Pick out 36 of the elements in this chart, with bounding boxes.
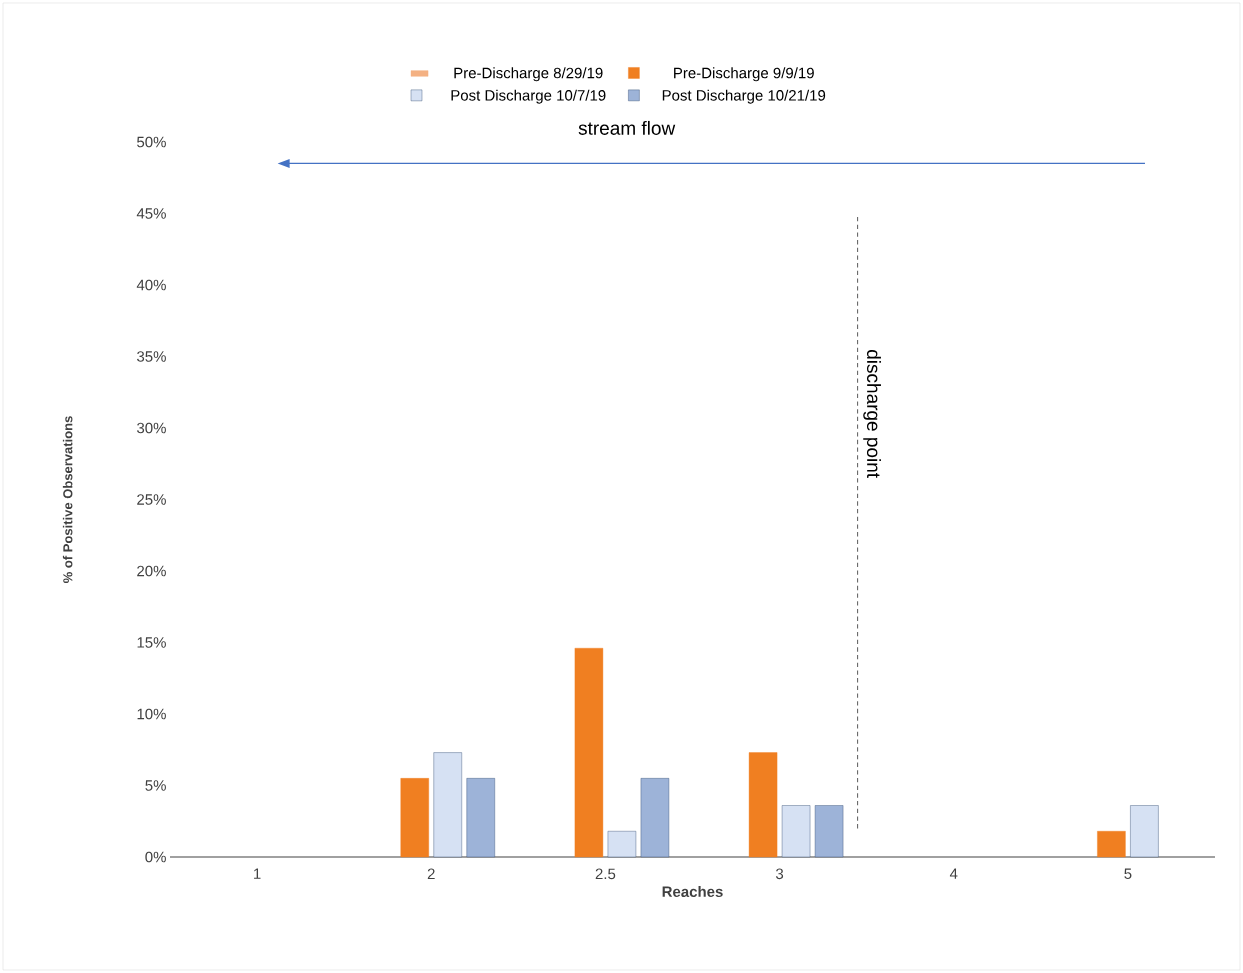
x-axis-title: Reaches: [662, 886, 723, 898]
bar: [400, 778, 429, 858]
bar: [748, 752, 778, 858]
y-tick-label: 20%: [137, 565, 166, 577]
legend-label: Pre-Discharge 8/29/19: [454, 67, 603, 82]
x-tick-label: 1: [254, 868, 261, 879]
y-tick-label: 40%: [136, 279, 166, 291]
y-tick-label: 5%: [145, 780, 166, 791]
y-tick-label: 45%: [136, 208, 166, 219]
bar: [466, 778, 495, 858]
y-tick-label: 15%: [137, 637, 166, 648]
bar: [607, 831, 637, 858]
y-tick-label: 10%: [137, 708, 166, 720]
y-tick-label: 50%: [137, 136, 166, 148]
x-tick-label: 2.5: [595, 868, 616, 880]
x-tick-label: 5: [1124, 868, 1132, 879]
x-tick-label: 4: [949, 868, 958, 879]
legend-label: Post Discharge 10/21/19: [662, 89, 826, 104]
y-axis-title: % of Positive Observations: [62, 416, 73, 583]
bar: [1097, 831, 1126, 858]
bar: [433, 752, 462, 858]
bar: [1130, 805, 1159, 858]
x-tick-label: 3: [775, 868, 784, 880]
y-tick-label: 35%: [137, 351, 166, 362]
annotation: discharge point: [863, 350, 881, 478]
text: stream flow: [578, 120, 676, 135]
x-tick-label: 2: [427, 868, 435, 879]
y-tick-label: 30%: [137, 422, 166, 434]
bar: [781, 805, 811, 858]
bar: [574, 648, 604, 858]
legend-label: Post Discharge 10/7/19: [451, 89, 606, 104]
legend-label: Pre-Discharge 9/9/19: [674, 67, 814, 82]
y-tick-label: 0%: [145, 851, 166, 863]
y-tick-label: 25%: [137, 494, 166, 505]
bar: [814, 805, 844, 858]
bar: [640, 778, 670, 858]
